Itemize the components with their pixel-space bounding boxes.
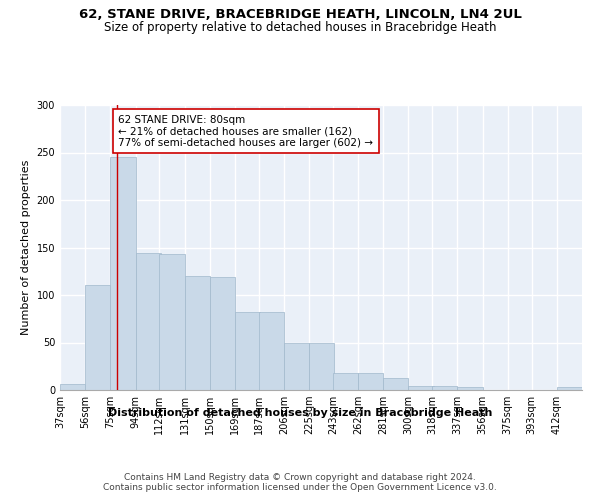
Bar	[85, 284, 110, 390]
Bar	[185, 276, 210, 390]
Bar	[110, 157, 136, 390]
Text: 62 STANE DRIVE: 80sqm
← 21% of detached houses are smaller (162)
77% of semi-det: 62 STANE DRIVE: 80sqm ← 21% of detached …	[118, 114, 373, 148]
Bar	[136, 253, 161, 390]
Bar	[432, 386, 457, 390]
Bar	[358, 373, 383, 390]
Bar	[60, 384, 85, 390]
Bar	[259, 312, 284, 390]
Bar	[210, 277, 235, 390]
Bar	[160, 254, 185, 390]
Bar	[383, 378, 409, 390]
Text: Contains HM Land Registry data © Crown copyright and database right 2024.
Contai: Contains HM Land Registry data © Crown c…	[103, 472, 497, 492]
Y-axis label: Number of detached properties: Number of detached properties	[21, 160, 31, 335]
Bar	[309, 344, 334, 390]
Text: Distribution of detached houses by size in Bracebridge Heath: Distribution of detached houses by size …	[108, 408, 492, 418]
Bar	[235, 312, 260, 390]
Bar	[284, 344, 309, 390]
Text: 62, STANE DRIVE, BRACEBRIDGE HEATH, LINCOLN, LN4 2UL: 62, STANE DRIVE, BRACEBRIDGE HEATH, LINC…	[79, 8, 521, 20]
Bar	[457, 387, 482, 390]
Text: Size of property relative to detached houses in Bracebridge Heath: Size of property relative to detached ho…	[104, 21, 496, 34]
Bar	[409, 386, 434, 390]
Bar	[333, 373, 358, 390]
Bar	[557, 387, 582, 390]
